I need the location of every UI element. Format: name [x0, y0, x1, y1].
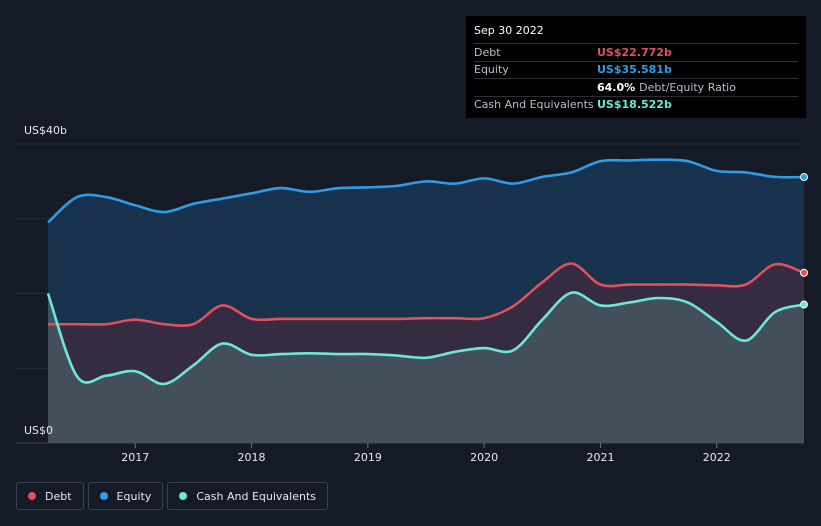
legend-item-cash[interactable]: Cash And Equivalents [167, 482, 328, 510]
legend-item-debt[interactable]: Debt [16, 482, 84, 510]
y-axis-top-label: US$40b [24, 124, 68, 137]
legend-equity-dot-icon [99, 492, 108, 500]
tooltip-cash-value: US$18.522b [597, 98, 672, 112]
equity-line [47, 158, 805, 224]
debt-line [48, 262, 805, 328]
x-tick-label: 2018 [238, 451, 266, 464]
legend-cash-dot-icon [179, 492, 188, 500]
x-tick-label: 2019 [354, 451, 382, 464]
series-areas [48, 159, 804, 443]
cash-area [48, 292, 804, 443]
x-tick-label: 2017 [121, 451, 149, 464]
tooltip-row-equity: Equity US$35.581b [474, 60, 798, 79]
legend-item-equity[interactable]: Equity [87, 482, 164, 510]
tooltip-row-debt: Debt US$22.772b [474, 43, 798, 61]
tooltip-row-ratio: 64.0% Debt/Equity Ratio [474, 78, 798, 96]
y-axis-bottom-label: US$0 [24, 424, 54, 437]
legend-debt-dot-icon [28, 492, 36, 500]
legend-cash-label: Cash And Equivalents [196, 489, 316, 503]
chart-legend: Debt Equity Cash And Equivalents [16, 482, 328, 510]
legend-debt-label: Debt [45, 489, 72, 503]
x-tick-label: 2020 [470, 451, 498, 464]
tooltip-debt-value: US$22.772b [597, 45, 672, 59]
cash-line [46, 291, 805, 386]
x-tick-label: 2021 [586, 451, 614, 464]
tooltip-cash-label: Cash And Equivalents [474, 98, 594, 112]
tooltip-ratio-value: 64.0% [597, 80, 636, 94]
tooltip-ratio-label: Debt/Equity Ratio [639, 80, 736, 94]
tooltip-panel: Sep 30 2022 Debt US$22.772b Equity US$35… [466, 16, 806, 118]
tooltip-equity-value: US$35.581b [597, 63, 672, 77]
debt-end-marker [800, 268, 808, 277]
legend-equity-label: Equity [116, 489, 152, 503]
equity-end-marker [800, 173, 808, 182]
x-axis-ticks: 2017 2018 2019 2020 2021 2022 [121, 443, 731, 464]
end-markers [800, 173, 808, 309]
tooltip-equity-label: Equity [474, 63, 509, 77]
series-lines [46, 158, 805, 386]
tooltip-date: Sep 30 2022 [474, 24, 544, 37]
tooltip-debt-label: Debt [474, 45, 501, 59]
tooltip-row-cash: Cash And Equivalents US$18.522b [474, 95, 798, 114]
cash-end-marker [800, 300, 808, 309]
x-tick-label: 2022 [703, 451, 731, 464]
